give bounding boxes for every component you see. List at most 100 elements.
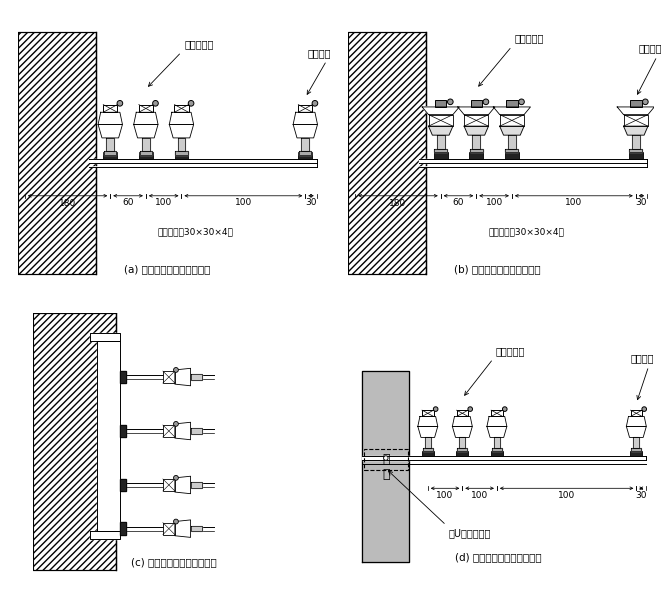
Polygon shape — [97, 341, 120, 531]
Circle shape — [519, 99, 524, 105]
Bar — [630, 410, 642, 416]
Text: 180: 180 — [59, 198, 76, 208]
Circle shape — [173, 422, 178, 426]
Polygon shape — [470, 148, 482, 152]
Bar — [630, 450, 642, 456]
Polygon shape — [140, 151, 152, 154]
Bar — [470, 100, 482, 107]
Polygon shape — [419, 159, 647, 163]
Polygon shape — [98, 125, 122, 138]
Text: 30: 30 — [305, 198, 317, 207]
Polygon shape — [626, 416, 646, 426]
Polygon shape — [452, 426, 472, 437]
Circle shape — [483, 99, 489, 105]
Polygon shape — [419, 163, 647, 167]
Text: 立
柱: 立 柱 — [382, 453, 390, 481]
Text: 60: 60 — [453, 198, 464, 207]
Text: (b) 碟式绝缘子沿墙水平安装: (b) 碟式绝缘子沿墙水平安装 — [454, 264, 541, 274]
Bar — [163, 425, 175, 437]
Bar — [435, 100, 446, 107]
Polygon shape — [98, 112, 122, 125]
Polygon shape — [452, 416, 472, 426]
Text: 普通导线: 普通导线 — [638, 43, 662, 53]
Polygon shape — [293, 112, 317, 125]
Polygon shape — [633, 437, 640, 448]
Polygon shape — [434, 148, 447, 152]
Circle shape — [117, 100, 123, 106]
Circle shape — [173, 475, 178, 481]
Bar — [456, 450, 468, 456]
Polygon shape — [191, 526, 202, 532]
Polygon shape — [422, 107, 459, 115]
Circle shape — [642, 407, 646, 412]
Bar — [364, 449, 408, 470]
Text: 100: 100 — [565, 198, 583, 207]
Polygon shape — [494, 437, 500, 448]
Polygon shape — [492, 448, 502, 451]
Polygon shape — [632, 135, 640, 148]
Bar — [175, 152, 188, 159]
Circle shape — [173, 368, 178, 372]
Polygon shape — [626, 426, 646, 437]
Text: 方U形抱箍螺栓: 方U形抱箍螺栓 — [449, 528, 491, 538]
Polygon shape — [120, 371, 126, 383]
Polygon shape — [458, 107, 495, 115]
Polygon shape — [505, 148, 518, 152]
Polygon shape — [464, 115, 489, 126]
Text: 30: 30 — [636, 491, 647, 500]
Bar — [103, 152, 117, 159]
Bar — [422, 410, 433, 416]
Polygon shape — [293, 125, 317, 138]
Bar — [491, 450, 503, 456]
Bar — [629, 152, 642, 159]
Circle shape — [448, 99, 453, 105]
Polygon shape — [437, 135, 445, 148]
Bar — [456, 410, 468, 416]
Text: (c) 针式绝缘子沿墙垂直安装: (c) 针式绝缘子沿墙垂直安装 — [131, 557, 217, 567]
Polygon shape — [169, 125, 194, 138]
Polygon shape — [631, 448, 641, 451]
Polygon shape — [423, 448, 433, 451]
Text: 普通导线: 普通导线 — [631, 353, 655, 364]
Text: 针式绝缘子: 针式绝缘子 — [496, 346, 525, 356]
Bar — [139, 105, 153, 112]
Polygon shape — [134, 125, 158, 138]
Polygon shape — [493, 107, 530, 115]
Polygon shape — [191, 482, 202, 488]
Polygon shape — [500, 126, 524, 135]
Circle shape — [173, 519, 178, 524]
Polygon shape — [175, 476, 191, 494]
Bar — [33, 313, 116, 570]
Polygon shape — [425, 437, 431, 448]
Text: 普通导线: 普通导线 — [308, 48, 331, 58]
Text: (d) 针式绝缘子跨柱水平安装: (d) 针式绝缘子跨柱水平安装 — [455, 552, 542, 563]
Polygon shape — [175, 151, 187, 154]
Polygon shape — [120, 425, 126, 437]
Text: 针式绝缘子: 针式绝缘子 — [184, 39, 214, 49]
Text: 180: 180 — [389, 198, 407, 208]
Circle shape — [384, 456, 388, 460]
Bar — [298, 105, 312, 112]
Polygon shape — [175, 422, 191, 440]
Polygon shape — [418, 416, 437, 426]
Circle shape — [503, 407, 507, 412]
Polygon shape — [429, 126, 453, 135]
Polygon shape — [91, 531, 120, 539]
Bar — [17, 32, 96, 274]
Text: 100: 100 — [235, 198, 252, 207]
Polygon shape — [191, 428, 202, 434]
Circle shape — [642, 99, 648, 105]
Polygon shape — [104, 151, 116, 154]
Polygon shape — [120, 479, 126, 491]
Polygon shape — [508, 135, 515, 148]
Polygon shape — [464, 126, 489, 135]
Circle shape — [312, 100, 318, 106]
Bar — [491, 410, 503, 416]
Polygon shape — [142, 138, 150, 151]
Bar — [298, 152, 312, 159]
Bar — [505, 152, 519, 159]
Text: (a) 针式绝缘子沿墙水平安装: (a) 针式绝缘子沿墙水平安装 — [124, 264, 210, 274]
Text: 角钢支架（30×30×4）: 角钢支架（30×30×4） — [488, 227, 564, 236]
Circle shape — [153, 100, 159, 106]
Text: 角钢支架（30×30×4）: 角钢支架（30×30×4） — [158, 227, 234, 236]
